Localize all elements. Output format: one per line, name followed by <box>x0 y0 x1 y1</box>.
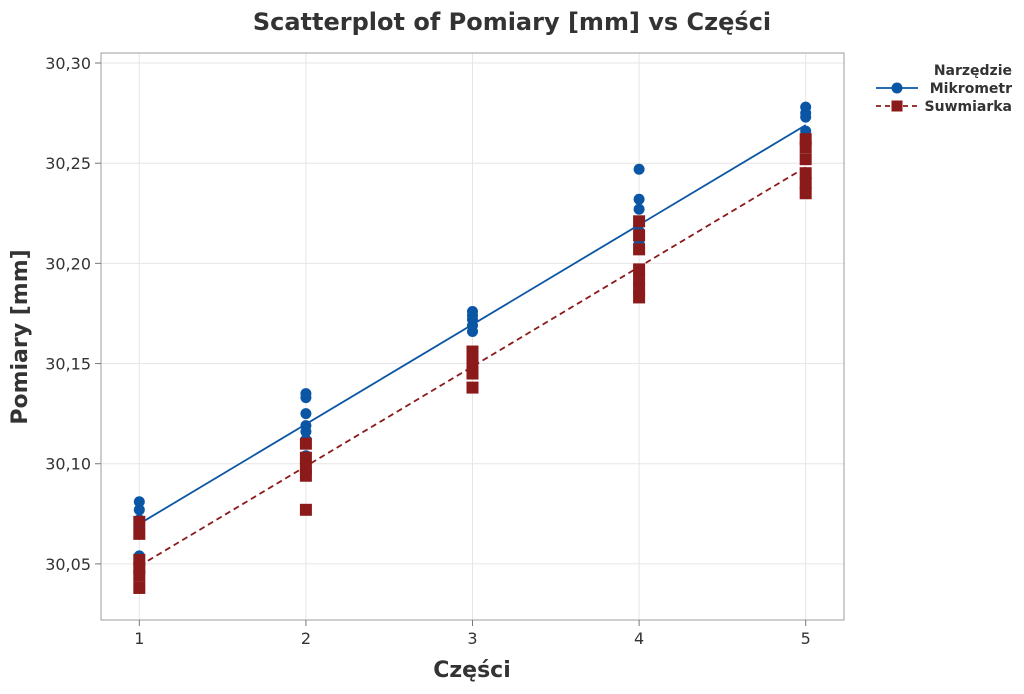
legend-marker-suwmiarka <box>891 100 903 112</box>
x-tick-label: 1 <box>134 629 144 648</box>
data-point-suwmiarka <box>299 469 312 482</box>
data-point-suwmiarka <box>133 515 146 528</box>
x-tick-label: 4 <box>634 629 644 648</box>
data-point-suwmiarka <box>299 437 312 450</box>
x-tick-label: 3 <box>467 629 477 648</box>
data-point-mikrometr <box>467 325 478 337</box>
data-point-suwmiarka <box>633 263 646 276</box>
x-axis-label: Części <box>433 658 511 683</box>
data-point-mikrometr <box>133 504 145 516</box>
data-point-suwmiarka <box>799 187 812 200</box>
axis-ticks: 1 2 3 4 5 30,05 30,10 30,15 30,20 30,25 30,30 <box>45 54 811 648</box>
data-point-mikrometr <box>633 163 645 175</box>
data-point-mikrometr <box>133 496 145 508</box>
data-point-suwmiarka <box>633 291 646 304</box>
data-point-suwmiarka <box>633 243 646 256</box>
legend-marker-mikrometr <box>891 82 903 94</box>
data-point-suwmiarka <box>799 167 812 180</box>
data-point-mikrometr <box>633 203 645 215</box>
x-tick-label: 5 <box>801 629 811 648</box>
y-tick-label: 30,10 <box>45 455 91 474</box>
data-point-mikrometr <box>300 392 312 404</box>
data-point-suwmiarka <box>299 503 312 516</box>
data-point-suwmiarka <box>799 141 812 154</box>
data-point-suwmiarka <box>299 451 312 464</box>
data-point-mikrometr <box>633 193 645 205</box>
legend: Narzędzie Mikrometr Suwmiarka <box>876 63 1012 115</box>
data-point-suwmiarka <box>799 177 812 190</box>
data-point-suwmiarka <box>133 569 146 582</box>
data-point-suwmiarka <box>633 229 646 242</box>
x-tick-label: 2 <box>301 629 311 648</box>
data-points <box>133 101 812 594</box>
data-point-mikrometr <box>300 408 312 420</box>
legend-title: Narzędzie <box>934 63 1012 79</box>
chart-title: Scatterplot of Pomiary [mm] vs Części <box>253 8 771 36</box>
data-point-suwmiarka <box>466 367 479 380</box>
y-tick-label: 30,25 <box>45 154 91 173</box>
data-point-mikrometr <box>800 111 812 123</box>
y-tick-label: 30,20 <box>45 254 91 273</box>
data-point-suwmiarka <box>133 581 146 594</box>
data-point-suwmiarka <box>633 273 646 286</box>
data-point-mikrometr <box>300 426 312 438</box>
legend-label-suwmiarka: Suwmiarka <box>925 99 1012 115</box>
y-axis-label: Pomiary [mm] <box>8 249 33 424</box>
data-point-suwmiarka <box>466 381 479 394</box>
data-point-suwmiarka <box>799 153 812 166</box>
y-tick-label: 30,30 <box>45 54 91 73</box>
data-point-suwmiarka <box>633 215 646 228</box>
y-tick-label: 30,15 <box>45 355 91 374</box>
y-tick-label: 30,05 <box>45 555 91 574</box>
data-point-suwmiarka <box>133 527 146 540</box>
grid-lines <box>101 53 844 620</box>
legend-label-mikrometr: Mikrometr <box>930 81 1012 97</box>
